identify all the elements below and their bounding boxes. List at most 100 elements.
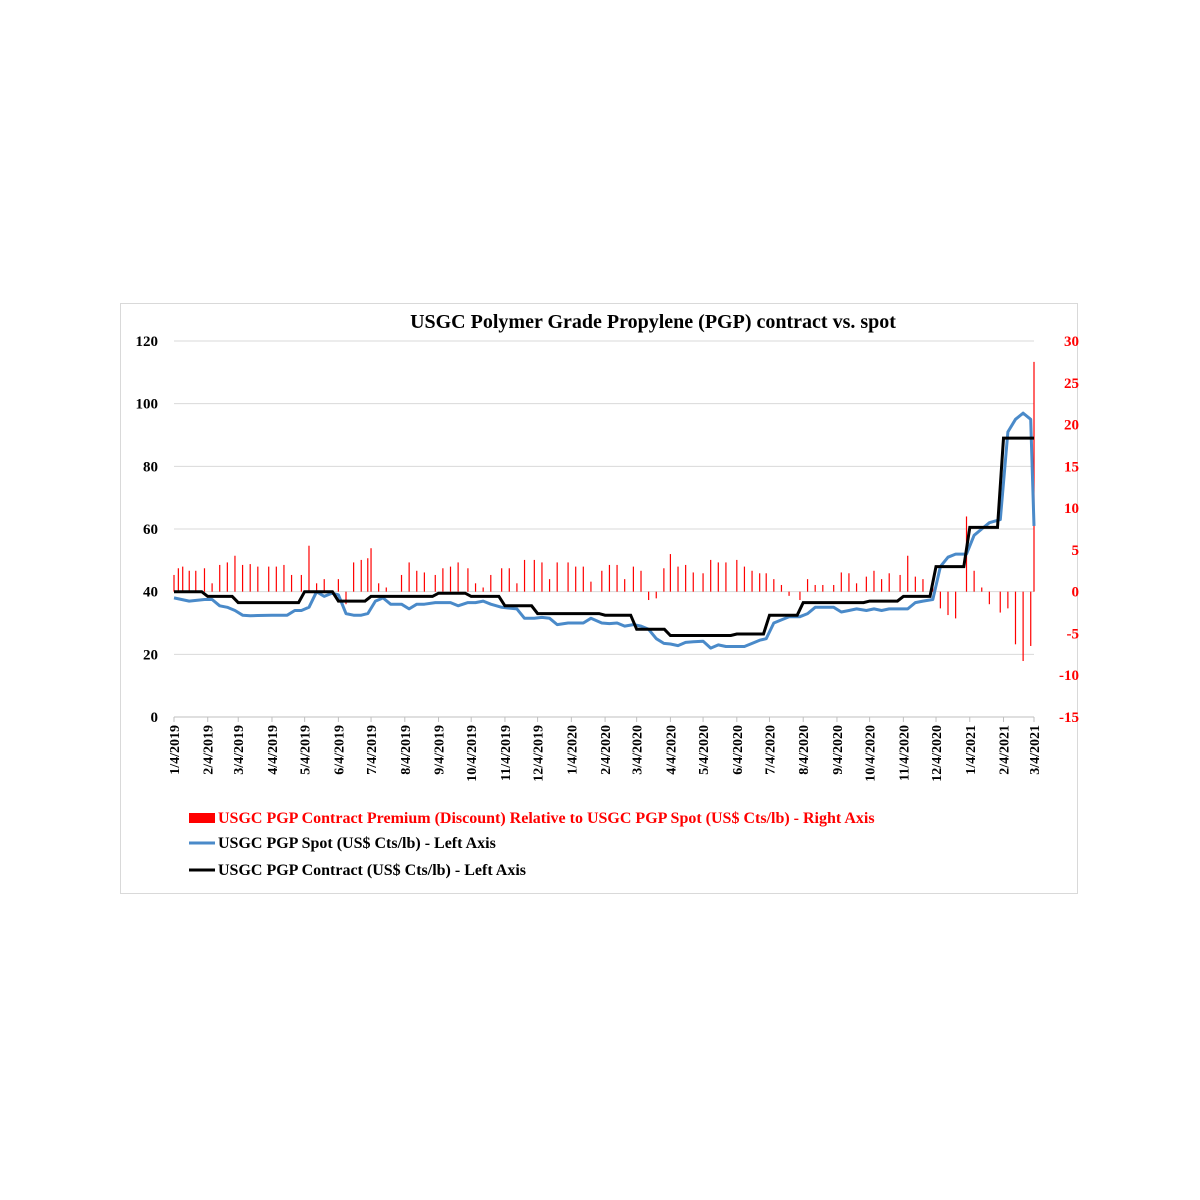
premium-bar	[548, 579, 551, 592]
premium-bar	[914, 576, 916, 592]
premium-bar	[640, 570, 642, 592]
premium-bar	[508, 568, 510, 592]
premium-bar	[203, 568, 206, 592]
premium-bar	[685, 564, 687, 592]
x-tick-label: 3/4/2020	[631, 725, 646, 775]
premium-bar	[1014, 591, 1017, 645]
premium-bar	[219, 564, 221, 592]
premium-bar	[501, 568, 503, 592]
premium-bar	[899, 574, 901, 592]
premium-bar	[601, 570, 603, 592]
premium-bar	[195, 570, 197, 592]
premium-bar	[1022, 591, 1024, 662]
x-tick-label: 12/4/2019	[532, 725, 547, 782]
premium-bar	[632, 566, 634, 592]
x-tick-label: 4/4/2020	[664, 725, 679, 775]
premium-bar	[848, 573, 850, 592]
premium-bar	[490, 574, 492, 592]
premium-bar	[973, 570, 975, 592]
premium-bar	[316, 583, 318, 592]
premium-bar	[1030, 591, 1032, 646]
x-tick-label: 5/4/2019	[299, 725, 314, 775]
x-tick-label: 2/4/2019	[202, 725, 217, 775]
y-right-tick-label: 5	[1072, 543, 1080, 559]
premium-bar	[710, 559, 712, 592]
premium-bar	[865, 576, 867, 592]
chart-svg: USGC Polymer Grade Propylene (PGP) contr…	[136, 311, 1080, 879]
x-tick-label: 6/4/2019	[332, 725, 347, 775]
premium-bar	[702, 573, 704, 592]
premium-bar	[290, 574, 293, 592]
premium-bar	[449, 566, 452, 592]
x-tick-label: 9/4/2020	[831, 725, 846, 775]
premium-bar	[788, 591, 790, 596]
premium-bar	[474, 583, 477, 592]
premium-bar	[939, 591, 941, 609]
premium-bar	[759, 573, 761, 592]
premium-bar	[173, 574, 175, 592]
premium-bar	[888, 573, 890, 592]
x-tick-label: 10/4/2019	[465, 725, 480, 782]
premium-bar	[234, 555, 236, 592]
premium-bar	[257, 566, 259, 592]
y-right-tick-label: -10	[1059, 668, 1079, 684]
premium-bar	[442, 568, 444, 592]
y-right-tick-label: 25	[1064, 376, 1079, 392]
premium-bar	[822, 584, 824, 592]
premium-bar	[275, 566, 277, 592]
y-left-tick-label: 0	[151, 710, 159, 726]
y-right-tick-label: -5	[1067, 626, 1080, 642]
legend-swatch-premium	[189, 813, 215, 823]
premium-bar	[188, 570, 190, 592]
premium-bar	[182, 566, 184, 592]
premium-bar	[840, 572, 842, 592]
premium-bar	[226, 562, 228, 592]
premium-bar	[999, 591, 1001, 613]
legend-label: USGC PGP Contract Premium (Discount) Rel…	[218, 810, 875, 827]
premium-bar	[780, 584, 783, 592]
x-tick-label: 10/4/2020	[864, 725, 879, 782]
x-tick-label: 8/4/2019	[399, 725, 414, 775]
y-right-tick-label: 15	[1064, 459, 1079, 475]
y-right-tick-label: 0	[1072, 585, 1080, 601]
chart-title: USGC Polymer Grade Propylene (PGP) contr…	[410, 311, 896, 333]
premium-bar	[360, 559, 362, 592]
x-tick-label: 3/4/2021	[1028, 725, 1043, 775]
premium-bar	[717, 562, 719, 592]
line-series	[173, 411, 1036, 650]
premium-bar	[378, 583, 380, 592]
y-left-tick-label: 60	[143, 522, 158, 538]
premium-bar	[1007, 591, 1009, 609]
gridlines	[174, 340, 1034, 655]
x-tick-label: 11/4/2019	[499, 725, 514, 781]
contract-line	[174, 436, 1034, 637]
premium-bar	[922, 579, 924, 592]
premium-bar	[467, 568, 469, 592]
premium-bar	[416, 570, 418, 592]
y-left-tick-label: 100	[136, 397, 159, 413]
premium-bar	[533, 559, 535, 592]
x-tick-label: 8/4/2020	[797, 725, 812, 775]
premium-bar	[751, 570, 753, 592]
premium-bar	[590, 581, 592, 592]
premium-bar	[385, 587, 387, 592]
premium-bar	[482, 587, 484, 592]
premium-bar	[669, 554, 672, 592]
premium-bar	[648, 591, 650, 601]
premium-bar	[833, 584, 835, 592]
y-left-tick-label: 40	[143, 585, 158, 601]
premium-bar	[736, 559, 738, 592]
premium-bar	[988, 591, 990, 605]
premium-bar	[283, 564, 285, 592]
premium-bar	[345, 591, 347, 605]
premium-bar	[434, 574, 436, 592]
premium-bar	[743, 566, 746, 592]
x-tick-label: 3/4/2019	[232, 725, 247, 775]
premium-bar	[677, 566, 679, 592]
premium-bar	[400, 574, 403, 592]
x-tick-label: 9/4/2019	[433, 725, 448, 775]
premium-bar	[323, 579, 325, 592]
premium-bar	[268, 566, 270, 592]
premium-bar	[241, 564, 244, 592]
premium-bar	[981, 587, 983, 592]
